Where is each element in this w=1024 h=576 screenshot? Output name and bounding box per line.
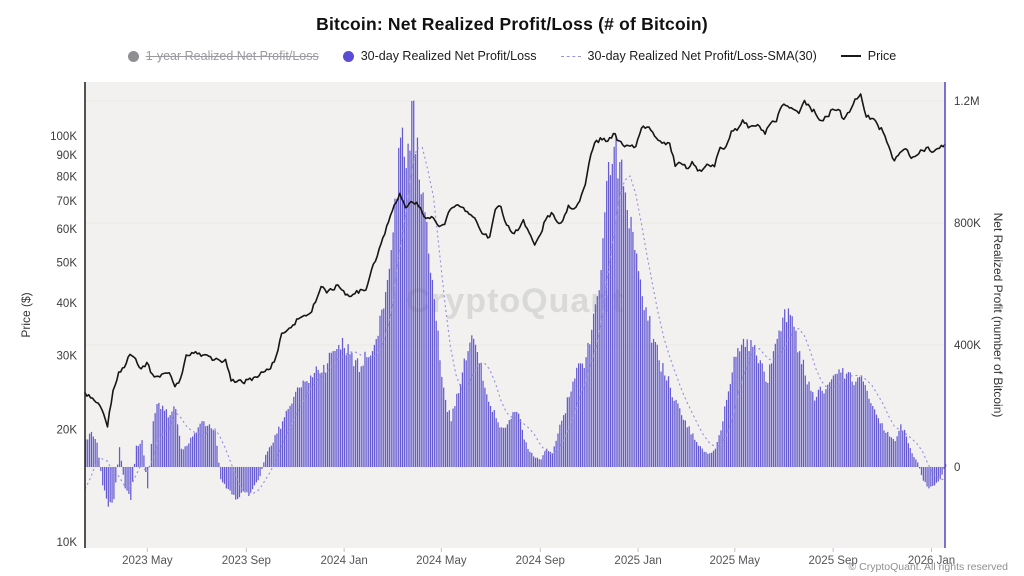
right-axis-tick: 0 (954, 462, 960, 474)
left-axis-tick: 90K (57, 150, 78, 162)
x-axis-tick: 2023 May (122, 555, 173, 567)
legend-item-1y-realized[interactable]: 1-year Realized Net Profit/Loss (127, 49, 319, 63)
legend-label: Price (867, 49, 897, 63)
bars-series (85, 100, 947, 507)
chart-title: Bitcoin: Net Realized Profit/Loss (# of … (316, 14, 708, 34)
left-axis-tick: 20K (57, 425, 78, 437)
right-axis-title: Net Realized Profit (number of Bitcoin) (991, 213, 1005, 418)
legend: 1-year Realized Net Profit/Loss 30-day R… (0, 49, 1024, 63)
x-axis-tick: 2025 May (710, 555, 761, 567)
legend-line-icon (840, 55, 861, 57)
watermark: CryptoQuant (406, 282, 625, 320)
copyright-note: © CryptoQuant. All rights reserved (848, 561, 1008, 573)
x-axis-tick: 2023 Sep (222, 555, 271, 567)
left-axis-tick: 60K (57, 224, 78, 236)
x-axis-tick: 2026 Jan (908, 555, 955, 567)
right-axis-tick: 1.2M (954, 96, 980, 108)
right-axis-tick: 400K (954, 340, 981, 352)
left-axis-tick: 70K (57, 196, 78, 208)
left-axis-tick: 80K (57, 172, 78, 184)
x-axis-tick: 2024 Jan (320, 555, 367, 567)
sma-line (84, 146, 946, 495)
legend-item-30d-realized[interactable]: 30-day Realized Net Profit/Loss (342, 49, 537, 63)
left-axis-tick: 100K (50, 131, 77, 143)
left-axis-tick: 30K (57, 351, 78, 363)
price-line (84, 93, 946, 428)
x-axis-tick: 2024 May (416, 555, 467, 567)
legend-dot-icon (342, 50, 354, 62)
legend-dot-icon (127, 50, 139, 62)
legend-label: 1-year Realized Net Profit/Loss (145, 49, 319, 63)
left-axis-tick: 40K (57, 298, 78, 310)
left-axis-tick: 50K (57, 257, 78, 269)
left-axis-title: Price ($) (19, 292, 33, 337)
x-axis-tick: 2025 Jan (614, 555, 661, 567)
legend-label: 30-day Realized Net Profit/Loss (360, 49, 537, 63)
right-axis-tick: 800K (954, 218, 981, 230)
legend-item-price[interactable]: Price (840, 49, 897, 63)
x-axis-tick: 2025 Sep (809, 555, 858, 567)
legend-label: 30-day Realized Net Profit/Loss-SMA(30) (587, 49, 817, 63)
legend-dashed-line-icon (560, 55, 581, 57)
x-axis-tick: 2024 Sep (516, 555, 565, 567)
left-axis-tick: 10K (57, 537, 78, 549)
legend-item-30d-sma[interactable]: 30-day Realized Net Profit/Loss-SMA(30) (560, 49, 817, 63)
